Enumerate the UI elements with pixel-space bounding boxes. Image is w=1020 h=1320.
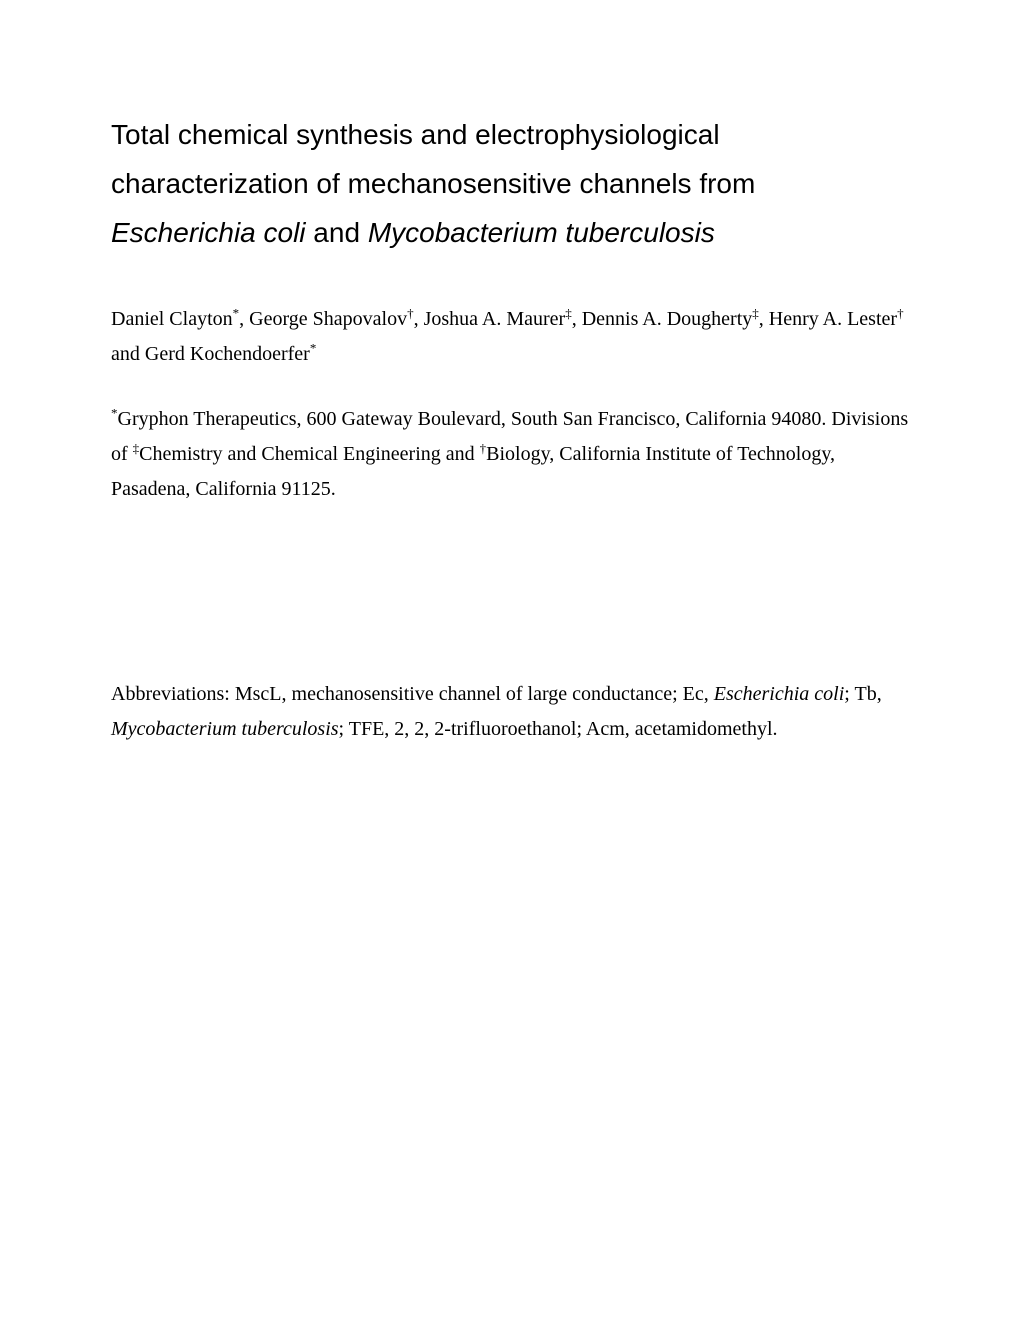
abbr-suffix: ; TFE, 2, 2, 2-trifluoroethanol; Acm, ac…: [339, 718, 778, 740]
title-species-2: Mycobacterium tuberculosis: [368, 217, 715, 248]
sep-3: ,: [572, 308, 582, 330]
abbreviations: Abbreviations: MscL, mechanosensitive ch…: [111, 677, 909, 747]
paper-title: Total chemical synthesis and electrophys…: [111, 110, 909, 257]
sep-5: and: [111, 343, 145, 365]
author-5-sup: †: [897, 305, 904, 320]
affiliations: *Gryphon Therapeutics, 600 Gateway Boule…: [111, 402, 909, 507]
author-1: Daniel Clayton: [111, 308, 233, 330]
author-3: Joshua A. Maurer: [424, 308, 566, 330]
title-connector: and: [306, 217, 368, 248]
sep-2: ,: [414, 308, 424, 330]
author-6: Gerd Kochendoerfer: [145, 343, 310, 365]
affil-text-2: Chemistry and Chemical Engineering and: [139, 443, 479, 465]
abbr-mid-1: ; Tb,: [844, 683, 881, 705]
title-line-2: characterization of mechanosensitive cha…: [111, 168, 755, 199]
abbr-italic-2: Mycobacterium tuberculosis: [111, 718, 339, 740]
abbr-prefix: Abbreviations: MscL, mechanosensitive ch…: [111, 683, 714, 705]
abbr-italic-1: Escherichia coli: [714, 683, 845, 705]
sep-4: ,: [759, 308, 769, 330]
author-2: George Shapovalov: [249, 308, 407, 330]
title-species-1: Escherichia coli: [111, 217, 306, 248]
sep-1: ,: [239, 308, 249, 330]
author-6-sup: *: [310, 340, 317, 355]
author-4: Dennis A. Dougherty: [582, 308, 753, 330]
title-line-1: Total chemical synthesis and electrophys…: [111, 119, 720, 150]
authors-list: Daniel Clayton *, George Shapovalov †, Jos…: [111, 302, 909, 372]
author-5: Henry A. Lester: [769, 308, 897, 330]
